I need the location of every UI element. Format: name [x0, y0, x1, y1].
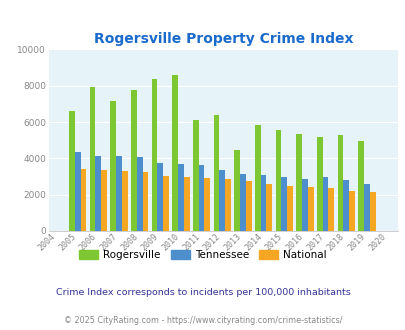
Bar: [213, 115, 219, 231]
Bar: [234, 150, 239, 231]
Bar: [260, 175, 266, 231]
Bar: [363, 184, 369, 231]
Bar: [101, 170, 107, 231]
Bar: [357, 141, 363, 231]
Bar: [239, 174, 245, 231]
Bar: [328, 188, 333, 231]
Bar: [75, 152, 80, 231]
Bar: [183, 178, 189, 231]
Bar: [348, 191, 354, 231]
Bar: [275, 130, 281, 231]
Bar: [136, 156, 142, 231]
Bar: [110, 101, 116, 231]
Bar: [316, 137, 322, 231]
Bar: [90, 87, 95, 231]
Bar: [245, 181, 251, 231]
Title: Rogersville Property Crime Index: Rogersville Property Crime Index: [93, 32, 352, 46]
Bar: [172, 75, 178, 231]
Bar: [296, 134, 301, 231]
Legend: Rogersville, Tennessee, National: Rogersville, Tennessee, National: [75, 246, 330, 264]
Bar: [122, 171, 127, 231]
Bar: [192, 120, 198, 231]
Bar: [307, 186, 313, 231]
Bar: [151, 80, 157, 231]
Bar: [337, 135, 343, 231]
Bar: [281, 178, 286, 231]
Bar: [266, 184, 272, 231]
Bar: [343, 180, 348, 231]
Text: Crime Index corresponds to incidents per 100,000 inhabitants: Crime Index corresponds to incidents per…: [55, 287, 350, 297]
Bar: [116, 156, 121, 231]
Bar: [204, 178, 210, 231]
Bar: [219, 170, 225, 231]
Bar: [178, 164, 183, 231]
Bar: [142, 172, 148, 231]
Bar: [322, 178, 328, 231]
Bar: [198, 165, 204, 231]
Text: © 2025 CityRating.com - https://www.cityrating.com/crime-statistics/: © 2025 CityRating.com - https://www.city…: [64, 315, 341, 325]
Bar: [301, 179, 307, 231]
Bar: [225, 179, 230, 231]
Bar: [369, 192, 375, 231]
Bar: [80, 169, 86, 231]
Bar: [157, 163, 163, 231]
Bar: [95, 156, 101, 231]
Bar: [286, 185, 292, 231]
Bar: [254, 125, 260, 231]
Bar: [69, 111, 75, 231]
Bar: [131, 90, 136, 231]
Bar: [163, 176, 168, 231]
